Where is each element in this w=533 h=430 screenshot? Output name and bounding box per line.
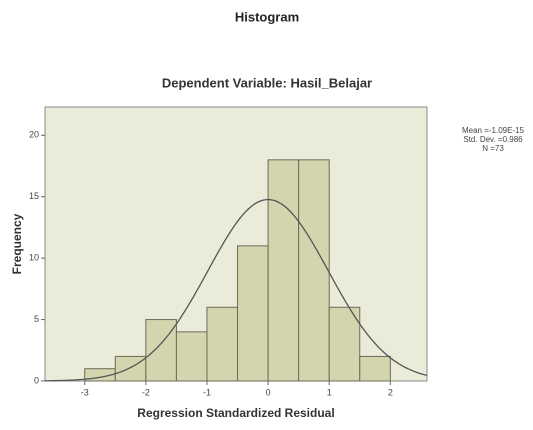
chart: Histogram Dependent Variable: Hasil_Bela… [0,0,533,425]
x-tick-label: -1 [203,387,211,397]
bar [360,356,391,381]
y-tick-label: 5 [34,314,39,324]
bar [238,246,269,381]
stats-entry: Mean =-1.09E-15 [462,126,525,135]
x-tick-label: 2 [388,387,393,397]
stats-value: -1.09E-15 [489,126,525,135]
x-tick-label: -3 [81,387,89,397]
chart-title: Histogram [235,9,299,24]
bar [146,320,177,381]
x-axis-title: Regression Standardized Residual [137,406,334,420]
x-tick-label: -2 [142,387,150,397]
stats-entry: Std. Dev. =0.986 [463,135,523,144]
bar [299,160,330,381]
stats-name: Std. Dev. = [463,135,503,144]
stats-value: 0.986 [503,135,524,144]
y-tick-label: 15 [29,191,39,201]
stats-name: N = [482,144,495,153]
y-axis-title: Frequency [10,213,24,274]
y-tick-label: 20 [29,130,39,140]
y-tick-label: 0 [34,375,39,385]
y-tick-label: 10 [29,253,39,263]
bar [176,332,207,381]
bar [115,356,146,381]
bar [268,160,299,381]
stats-name: Mean = [462,126,489,135]
x-tick-label: 0 [266,387,271,397]
bar [207,307,238,381]
bar [329,307,360,381]
stats-value: 73 [495,144,504,153]
stats-entry: N =73 [482,144,504,153]
x-tick-label: 1 [327,387,332,397]
chart-subtitle: Dependent Variable: Hasil_Belajar [162,75,372,90]
